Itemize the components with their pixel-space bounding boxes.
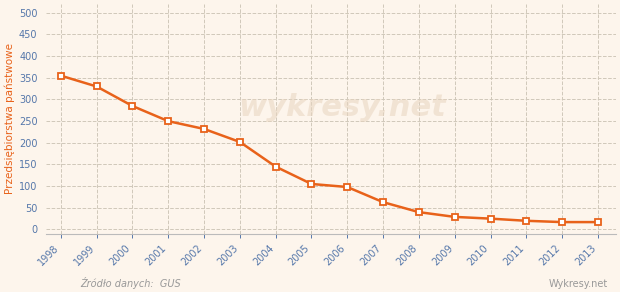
Text: Wykresy.net: Wykresy.net [548,279,608,289]
Text: wykresy.net: wykresy.net [239,93,446,122]
Y-axis label: Przedsiębiorstwa państwowe: Przedsiębiorstwa państwowe [4,44,15,194]
Text: Źródło danych:  GUS: Źródło danych: GUS [81,277,182,289]
